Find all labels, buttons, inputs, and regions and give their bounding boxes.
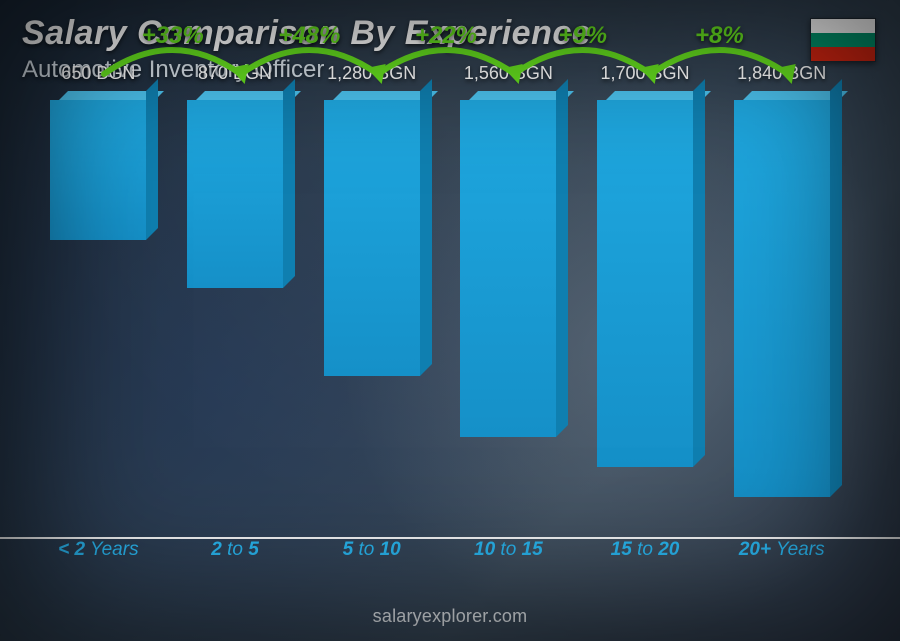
bar-value-label: 1,560 BGN xyxy=(464,63,553,84)
bar-side-face xyxy=(283,79,295,288)
bar-value-label: 1,840 BGN xyxy=(737,63,826,84)
x-axis-category: 2 to 5 xyxy=(167,539,304,571)
bar-side-face xyxy=(830,79,842,497)
bar-front-face xyxy=(187,100,283,288)
bar-front-face xyxy=(460,100,556,437)
bar: 1,280 BGN xyxy=(324,100,420,376)
x-axis-category: 10 to 15 xyxy=(440,539,577,571)
bar-wrap: 650 BGN xyxy=(30,100,167,537)
bar-value-label: 1,700 BGN xyxy=(600,63,689,84)
bar-side-face xyxy=(693,79,705,467)
bar-front-face xyxy=(597,100,693,467)
bar-wrap: 1,280 BGN xyxy=(303,100,440,537)
increase-arc xyxy=(631,14,812,98)
x-axis-category: 5 to 10 xyxy=(303,539,440,571)
flag-stripe xyxy=(811,19,875,33)
chart-title: Salary Comparison By Experience xyxy=(22,14,591,53)
x-axis-labels: < 2 Years2 to 55 to 1010 to 1515 to 2020… xyxy=(30,539,850,571)
bar: 650 BGN xyxy=(50,100,146,240)
bar-wrap: 870 BGN xyxy=(167,100,304,537)
bar-wrap: 1,840 BGN xyxy=(713,100,850,537)
chart-stage: Salary Comparison By Experience Automoti… xyxy=(0,0,900,641)
bar-value-label: 870 BGN xyxy=(198,63,272,84)
bar-front-face xyxy=(734,100,830,497)
bar-wrap: 1,560 BGN xyxy=(440,100,577,537)
bar: 870 BGN xyxy=(187,100,283,288)
country-flag xyxy=(810,18,876,62)
footer-attribution: salaryexplorer.com xyxy=(0,606,900,627)
bar-side-face xyxy=(420,79,432,376)
bar-value-label: 1,280 BGN xyxy=(327,63,416,84)
increase-pct: +8% xyxy=(695,22,744,50)
x-axis-category: < 2 Years xyxy=(30,539,167,571)
flag-stripe xyxy=(811,47,875,61)
bar: 1,560 BGN xyxy=(460,100,556,437)
bar-front-face xyxy=(324,100,420,376)
bar-wrap: 1,700 BGN xyxy=(577,100,714,537)
x-axis-category: 15 to 20 xyxy=(577,539,714,571)
bar-side-face xyxy=(146,79,158,240)
bar-side-face xyxy=(556,79,568,437)
bar-value-label: 650 BGN xyxy=(61,63,135,84)
x-axis-category: 20+ Years xyxy=(713,539,850,571)
bar: 1,700 BGN xyxy=(597,100,693,467)
bar-front-face xyxy=(50,100,146,240)
flag-stripe xyxy=(811,33,875,47)
bar: 1,840 BGN xyxy=(734,100,830,497)
bar-chart: 650 BGN 870 BGN 1,280 BGN 1,560 BGN 1,700 BG… xyxy=(30,100,850,571)
bars-container: 650 BGN 870 BGN 1,280 BGN 1,560 BGN 1,700 BG… xyxy=(30,100,850,537)
